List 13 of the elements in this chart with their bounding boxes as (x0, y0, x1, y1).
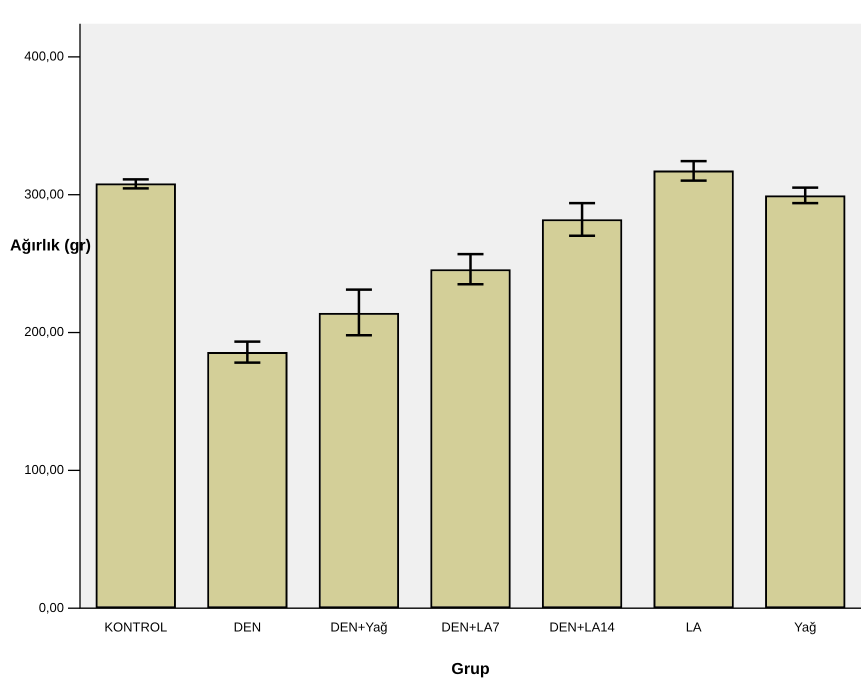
x-tick-label: DEN+LA14 (549, 620, 615, 635)
x-tick-label: KONTROL (104, 620, 168, 635)
y-tick-label: 100,00 (24, 462, 64, 477)
y-tick-label: 0,00 (38, 600, 64, 615)
x-tick-label: LA (686, 620, 702, 635)
y-tick-label: 400,00 (24, 48, 64, 64)
x-axis-title: Grup (451, 660, 490, 678)
x-tick-label: DEN+Yağ (330, 620, 388, 635)
x-tick-label: DEN (234, 620, 262, 635)
y-tick-label: 200,00 (24, 324, 64, 340)
y-tick-label: 300,00 (24, 186, 64, 202)
x-tick-label: Yağ (794, 620, 816, 635)
x-tick-label: DEN+LA7 (441, 620, 500, 635)
